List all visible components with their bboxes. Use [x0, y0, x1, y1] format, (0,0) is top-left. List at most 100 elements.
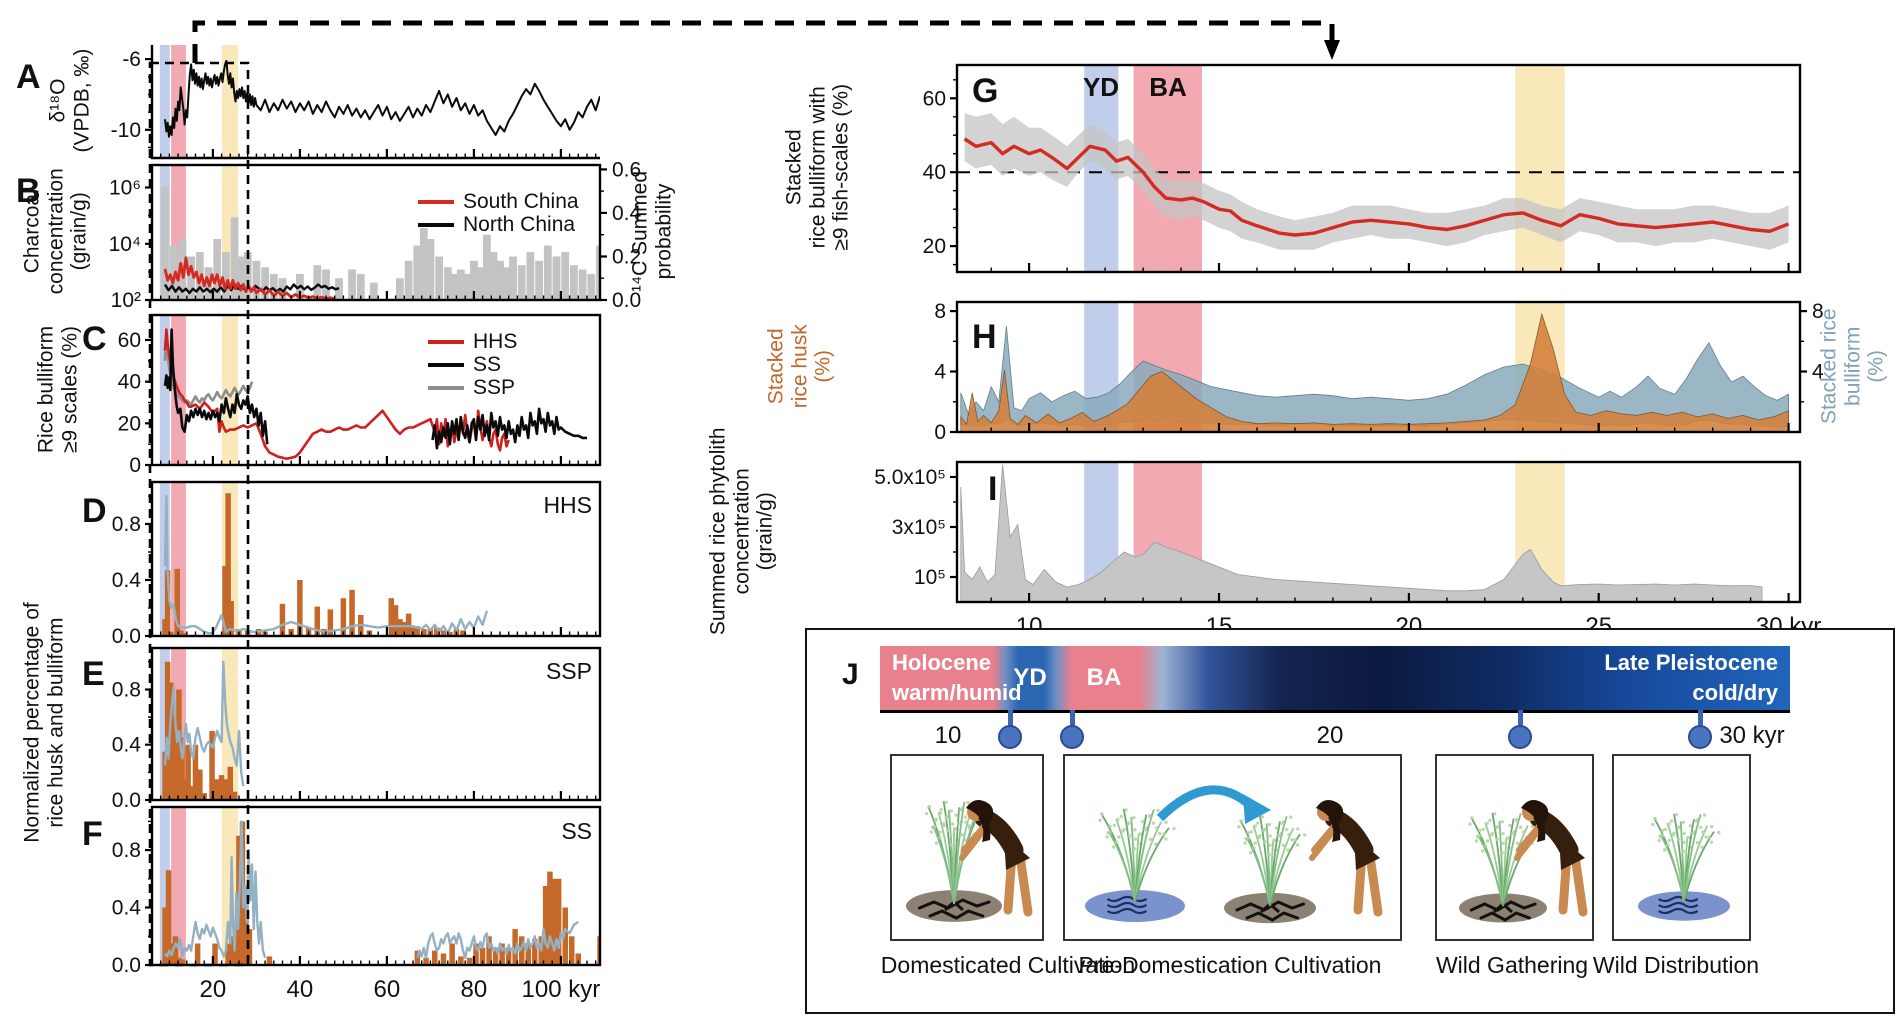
hhs-bulliform-line: [163, 494, 489, 635]
human-figure-icon: [1514, 800, 1588, 917]
svg-text:60: 60: [923, 87, 946, 110]
svg-text:10⁶: 10⁶: [109, 177, 141, 200]
caption-wild-gathering: Wild Gathering: [1435, 952, 1589, 978]
legend-label: HHS: [473, 329, 518, 353]
pink-climate-band: [171, 807, 186, 965]
timeline-tick-10: 10: [934, 722, 962, 749]
panel-h-husk-bulliform-chart: 8 4 0 8 4: [934, 300, 1824, 444]
svg-text:60: 60: [374, 976, 401, 1003]
wild-distribution-illustration: [1638, 813, 1730, 921]
blue-climate-band: [159, 45, 170, 158]
panel-letter-h: H: [972, 318, 997, 356]
hhs-husk-bars: [162, 493, 466, 636]
holocene-label: Holocene: [892, 650, 992, 675]
late-pleistocene-label: Late Pleistocene: [1604, 650, 1778, 675]
human-figure-icon: [1309, 800, 1383, 917]
svg-text:80: 80: [461, 976, 488, 1003]
ba-label-j: BA: [1086, 664, 1122, 691]
caption-pre-domestication-cultivation: Pre-Domestication Cultivation: [1078, 952, 1382, 978]
svg-text:40: 40: [287, 976, 314, 1003]
timeline-pin-stem: [1008, 710, 1013, 730]
legend-label: SS: [473, 352, 502, 376]
stage-box-domesticated-cultivation: [890, 754, 1044, 941]
svg-text:0.2: 0.2: [612, 245, 641, 268]
svg-text:4: 4: [934, 361, 946, 384]
legend-item-ss: SS: [428, 353, 517, 376]
svg-text:0.8: 0.8: [112, 513, 141, 536]
site-label-ssp: SSP: [545, 658, 592, 684]
south-china-charcoal-line: [163, 256, 335, 300]
ss-bulliform-line-late: [416, 920, 579, 959]
svg-text:0.0: 0.0: [612, 289, 641, 312]
ss-line-late: [431, 407, 587, 450]
panel-f-ss-chart: 20 40 60 80 100 kyr 0.8 0.4 0.0: [112, 805, 602, 1003]
cold-dry-label: cold/dry: [1692, 680, 1778, 705]
svg-text:20: 20: [923, 235, 946, 258]
svg-text:0.4: 0.4: [112, 734, 142, 757]
panel-letter-a: A: [16, 58, 41, 96]
timeline-pin-icon: [1060, 725, 1084, 749]
svg-text:40: 40: [923, 161, 946, 184]
ssp-line: [163, 334, 254, 406]
blue-climate-band: [159, 315, 170, 465]
stacked-bulliform-line: [963, 137, 1790, 237]
warm-humid-label: warm/humid: [892, 680, 1022, 705]
legend-label: SSP: [473, 375, 516, 399]
svg-text:0.4: 0.4: [112, 897, 142, 920]
svg-text:0: 0: [934, 421, 946, 444]
svg-text:10⁵: 10⁵: [914, 566, 946, 589]
stage-box-pre-domestication-cultivation: [1063, 754, 1402, 941]
site-label-hhs: HHS: [543, 492, 592, 518]
blue-climate-band: [159, 648, 170, 800]
svg-text:0.8: 0.8: [112, 678, 141, 701]
ba-band-label: BA: [1149, 72, 1187, 102]
panel-letter-j: J: [842, 658, 859, 691]
timeline-pin-icon: [1508, 725, 1532, 749]
climate-gradient-bar: [880, 646, 1790, 713]
water-pool-icon: [1638, 891, 1730, 921]
water-pool-icon: [1085, 890, 1185, 922]
pre-domestication-cultivation-illustration: [1085, 785, 1383, 924]
south-china-line-swatch: [418, 199, 454, 204]
svg-text:4: 4: [1812, 361, 1824, 384]
svg-text:0.8: 0.8: [112, 839, 141, 862]
panel-b-charcoal-chart: 10⁶ 10⁴ 10² 0.6 0.4 0.2 0.0: [109, 158, 642, 312]
soil-mound-icon: [906, 890, 1002, 922]
yellow-climate-band: [222, 45, 239, 158]
stage-box-wild-distribution: [1612, 754, 1751, 941]
bulliform-legend: HHS SS SSP: [428, 330, 517, 399]
svg-text:40: 40: [118, 371, 141, 394]
svg-text:-6: -6: [122, 48, 141, 71]
svg-text:20: 20: [118, 412, 141, 435]
svg-text:8: 8: [934, 300, 946, 323]
human-figure-icon: [959, 800, 1033, 917]
c14-probability-bars: [161, 186, 600, 300]
svg-text:10²: 10²: [111, 289, 141, 312]
ss-bulliform-line-early: [164, 820, 267, 959]
soil-mound-icon: [1224, 892, 1316, 924]
legend-label: North China: [463, 212, 576, 236]
svg-text:0.0: 0.0: [112, 789, 141, 812]
panel-letter-e: E: [82, 655, 105, 693]
svg-text:60: 60: [118, 329, 141, 352]
panel-g-stacked-bulliform-chart: 60 40 20: [923, 63, 1802, 274]
ss-line-swatch: [428, 362, 464, 367]
panel-letter-d: D: [82, 492, 107, 530]
timeline-tick-30: 30 kyr: [1719, 722, 1785, 749]
svg-text:0.6: 0.6: [612, 158, 641, 181]
timeline-pin-stem: [1698, 710, 1703, 730]
svg-text:5.0x10⁵: 5.0x10⁵: [874, 466, 946, 489]
panel-letter-g: G: [972, 72, 999, 110]
ssp-husk-bars: [162, 661, 238, 800]
transplant-arrow-icon: [1156, 785, 1271, 824]
svg-text:0.4: 0.4: [112, 569, 142, 592]
soil-mound-icon: [1459, 893, 1547, 923]
legend-item-hhs: HHS: [428, 330, 517, 353]
yd-label-j: YD: [1013, 664, 1047, 691]
dashed-zoom-box: [148, 61, 250, 967]
blue-climate-band: [159, 807, 170, 965]
rice-plant-icon: [1098, 808, 1176, 903]
